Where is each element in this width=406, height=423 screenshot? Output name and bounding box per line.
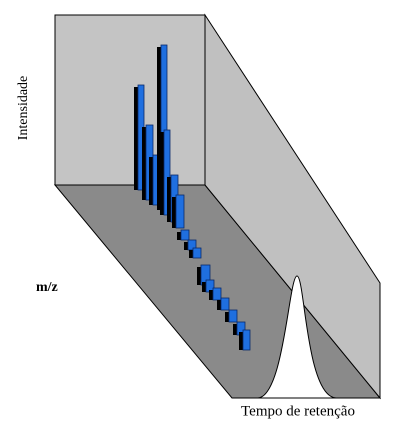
bar-shadow (134, 87, 138, 190)
bar-shadow (184, 242, 188, 250)
bar-shadow (142, 127, 146, 200)
x-axis-label: Tempo de retenção (241, 403, 355, 419)
bar-shadow (160, 132, 164, 215)
bar (181, 230, 189, 240)
diagram: Intensidade m/z Tempo de retenção (0, 0, 406, 423)
bar (213, 288, 221, 300)
bar-shadow (202, 282, 206, 292)
bar-shadow (209, 290, 213, 300)
bar-shadow (149, 157, 153, 205)
bar-shadow (225, 312, 229, 322)
page: Intensidade m/z Tempo de retenção (() =>… (0, 0, 406, 423)
bar-shadow (217, 300, 221, 310)
bar-shadow (172, 197, 176, 228)
bar-shadow (197, 267, 201, 285)
back-wall (55, 15, 205, 185)
bar-shadow (239, 332, 243, 350)
bar (176, 195, 184, 228)
bar-shadow (177, 232, 181, 240)
bar (229, 310, 237, 322)
bar-shadow (167, 177, 171, 222)
bar (243, 330, 250, 350)
bar-shadow (233, 324, 237, 335)
y-axis-label: Intensidade (16, 76, 31, 141)
bar (193, 248, 201, 258)
mz-label: m/z (36, 280, 58, 295)
bar (221, 298, 229, 310)
bar-shadow (189, 250, 193, 258)
